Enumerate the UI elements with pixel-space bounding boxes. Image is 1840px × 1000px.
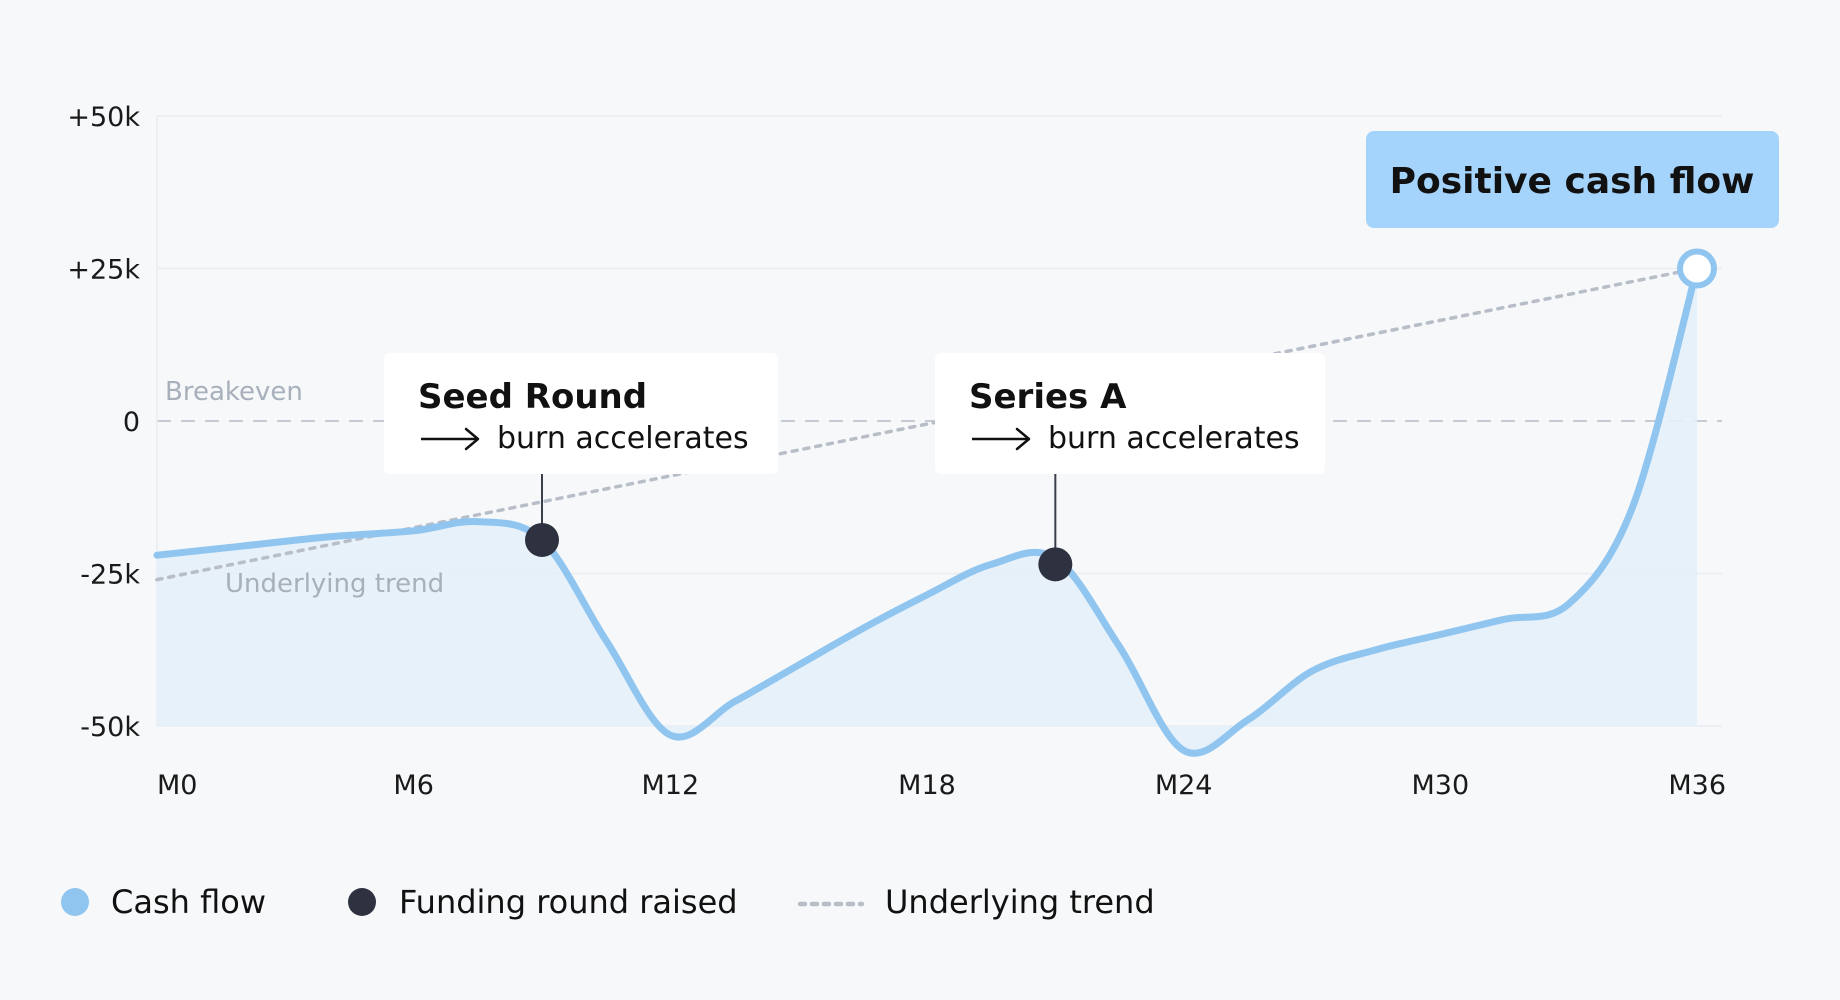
positive-cash-flow-label: Positive cash flow: [1390, 161, 1755, 202]
y-tick-label: +50k: [67, 102, 140, 133]
legend-item: Cash flow: [61, 883, 266, 921]
annotations: Breakeven Underlying trend Seed Round burn …: [165, 131, 1779, 599]
legend-item: Underlying trend: [797, 883, 1155, 921]
trend-label: Underlying trend: [225, 569, 444, 599]
legend: Cash flow Funding round raised Underlying …: [61, 883, 1155, 921]
cash-flow-line: [153, 265, 1701, 757]
legend-label: Underlying trend: [885, 883, 1155, 921]
funding-point: [1038, 547, 1073, 582]
x-tick-label: M6: [393, 770, 433, 801]
y-tick-label: +25k: [67, 255, 140, 286]
endpoint-marker: [1677, 248, 1717, 289]
annotation-subtitle: burn accelerates: [1048, 421, 1300, 456]
annotation-subtitle: burn accelerates: [497, 421, 749, 456]
x-tick-label: M24: [1155, 770, 1213, 801]
annotation-title: Seed Round: [418, 377, 647, 417]
funding-annotation: Seed Round burn accelerates: [384, 353, 778, 557]
funding-annotation: Series A burn accelerates: [935, 353, 1325, 582]
cash-flow-fill: [157, 268, 1697, 754]
funding-point: [525, 522, 559, 557]
series-lines: [153, 265, 1701, 757]
cash-flow-area: [157, 268, 1697, 754]
x-tick-label: M0: [157, 770, 197, 801]
x-tick-label: M30: [1412, 770, 1470, 801]
legend-item: Funding round raised: [348, 883, 738, 921]
annotation-title: Series A: [969, 377, 1127, 417]
x-tick-label: M18: [898, 770, 956, 801]
axis-ticks: +50k +25k 0 -25k -50k M0 M6 M12 M18 M24 M30 M36: [67, 102, 1726, 801]
x-tick-label: M12: [642, 770, 700, 801]
y-tick-label: -50k: [80, 712, 140, 743]
arrowhead-icon: [464, 427, 480, 451]
x-tick-label: M36: [1668, 770, 1726, 801]
breakeven-label: Breakeven: [165, 377, 303, 407]
cash-flow-legend-icon: [61, 888, 89, 916]
legend-label: Funding round raised: [399, 883, 738, 921]
y-tick-label: -25k: [80, 560, 140, 591]
trend-line: [155, 266, 1699, 582]
y-tick-label: 0: [123, 407, 140, 438]
annotation-box: [935, 353, 1325, 474]
funding-legend-icon: [348, 888, 376, 916]
annotation-box: [384, 353, 778, 474]
positive-cash-flow-badge: [1366, 131, 1779, 228]
legend-label: Cash flow: [111, 883, 266, 921]
arrowhead-icon: [1015, 427, 1031, 451]
